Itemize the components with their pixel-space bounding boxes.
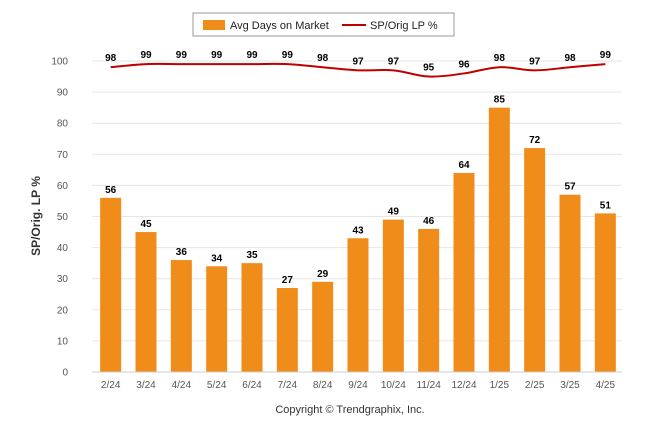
line-value-label-1: 99 — [140, 50, 152, 61]
bar-12 — [524, 148, 546, 372]
line-value-label-3: 99 — [211, 50, 223, 61]
x-tick-label-10: 12/24 — [451, 380, 476, 391]
bar-value-label-2: 36 — [176, 247, 188, 258]
y-tick-label-10: 100 — [51, 57, 68, 68]
line-value-label-2: 99 — [176, 50, 188, 61]
bar-0 — [100, 197, 122, 372]
bar-value-label-1: 45 — [140, 219, 152, 230]
line-value-label-0: 98 — [105, 53, 117, 64]
bar-value-label-12: 72 — [529, 135, 541, 146]
x-tick-label-5: 7/24 — [278, 380, 298, 391]
y-axis-title: SP/Orig. LP % — [29, 176, 43, 256]
legend-line-label: SP/Orig LP % — [370, 20, 438, 32]
bar-14 — [594, 213, 616, 372]
x-tick-label-11: 1/25 — [490, 380, 510, 391]
y-tick-label-1: 10 — [57, 336, 69, 347]
x-tick-label-6: 8/24 — [313, 380, 333, 391]
line-data-labels: 98 99 99 99 99 99 98 97 97 95 96 98 97 98 99 — [105, 50, 611, 73]
line-value-label-12: 97 — [529, 56, 541, 67]
legend-bar-label: Avg Days on Market — [230, 20, 329, 32]
bar-3 — [206, 266, 228, 372]
x-tick-label-3: 5/24 — [207, 380, 227, 391]
bar-series — [100, 107, 616, 373]
x-tick-label-2: 4/24 — [172, 380, 192, 391]
bar-value-label-6: 29 — [317, 269, 329, 280]
bar-value-label-11: 85 — [494, 95, 506, 106]
x-tick-label-7: 9/24 — [348, 380, 368, 391]
x-axis-ticks: 2/24 3/24 4/24 5/24 6/24 7/24 8/24 9/24 10/24 11/… — [101, 380, 616, 391]
bar-11 — [488, 107, 510, 373]
line-path — [110, 62, 606, 78]
y-tick-label-3: 30 — [57, 274, 69, 285]
bar-value-label-14: 51 — [600, 200, 612, 211]
line-value-label-11: 98 — [494, 53, 506, 64]
y-tick-label-8: 80 — [57, 119, 69, 130]
legend: Avg Days on Market SP/Orig LP % — [192, 12, 455, 37]
y-tick-label-6: 60 — [57, 181, 69, 192]
y-tick-label-7: 70 — [57, 150, 69, 161]
bar-2 — [170, 260, 192, 372]
bar-4 — [241, 263, 263, 372]
bar-8 — [382, 219, 404, 372]
x-tick-label-8: 10/24 — [381, 380, 406, 391]
legend-box — [192, 12, 455, 37]
bar-value-label-3: 34 — [211, 253, 223, 264]
y-tick-label-2: 20 — [57, 305, 69, 316]
bar-value-label-0: 56 — [105, 185, 117, 196]
line-value-label-14: 99 — [600, 50, 612, 61]
bar-value-label-10: 64 — [458, 160, 470, 171]
line-value-label-5: 99 — [282, 50, 294, 61]
bar-value-label-13: 57 — [564, 182, 576, 193]
line-value-label-9: 95 — [423, 63, 435, 74]
bar-value-label-7: 43 — [352, 225, 364, 236]
y-tick-label-5: 50 — [57, 212, 69, 223]
x-tick-label-9: 11/24 — [417, 380, 442, 391]
x-tick-label-14: 4/25 — [596, 380, 616, 391]
bar-7 — [347, 238, 369, 372]
bar-value-label-8: 49 — [388, 207, 400, 218]
line-value-label-13: 98 — [564, 53, 576, 64]
y-axis-ticks: 0 10 20 30 40 50 60 70 80 90 100 — [51, 57, 68, 379]
bar-value-label-9: 46 — [423, 216, 435, 227]
bar-data-labels: 56 45 36 34 35 27 29 43 49 46 64 85 72 57 51 — [105, 95, 611, 286]
bar-value-label-4: 35 — [246, 250, 258, 261]
bar-6 — [312, 281, 334, 372]
y-tick-label-9: 90 — [57, 88, 69, 99]
x-tick-label-4: 6/24 — [242, 380, 262, 391]
x-tick-label-0: 2/24 — [101, 380, 121, 391]
line-value-label-10: 96 — [458, 59, 470, 70]
x-tick-label-12: 2/25 — [525, 380, 545, 391]
bar-5 — [276, 288, 298, 372]
bar-9 — [418, 228, 440, 372]
x-tick-label-13: 3/25 — [560, 380, 580, 391]
line-value-label-6: 98 — [317, 53, 329, 64]
line-value-label-7: 97 — [352, 56, 364, 67]
line-value-label-4: 99 — [246, 50, 258, 61]
bar-value-label-5: 27 — [282, 275, 294, 286]
line-value-label-8: 97 — [388, 56, 400, 67]
bar-1 — [135, 232, 157, 372]
x-tick-label-1: 3/24 — [136, 380, 156, 391]
bar-13 — [559, 194, 581, 372]
line-series — [110, 62, 606, 78]
legend-bar-swatch — [203, 20, 225, 30]
y-tick-label-4: 40 — [57, 243, 69, 254]
copyright-footer: Copyright © Trendgraphix, Inc. — [275, 404, 424, 416]
bar-10 — [453, 172, 475, 372]
y-tick-label-0: 0 — [62, 368, 68, 379]
